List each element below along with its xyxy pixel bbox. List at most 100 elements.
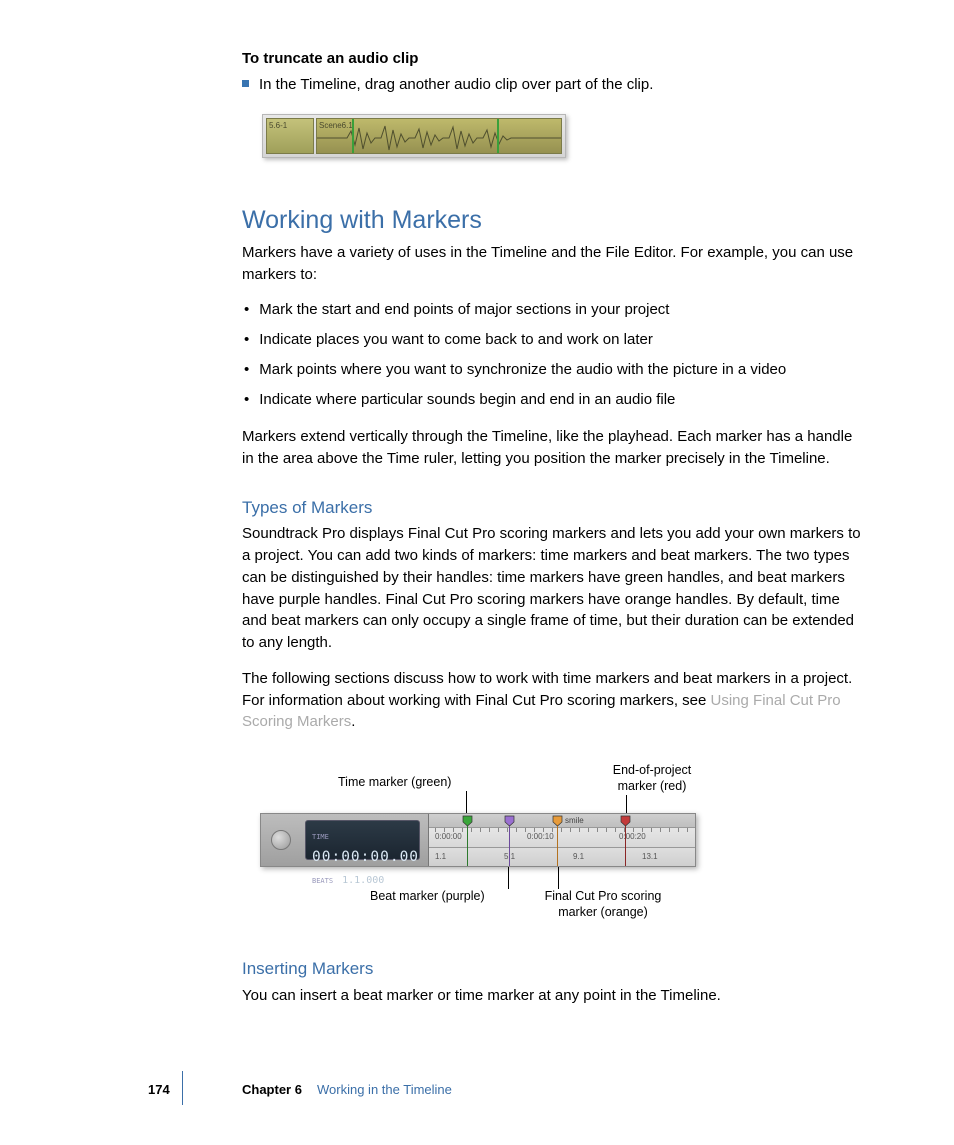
tick-mark-icon xyxy=(435,828,436,832)
truncate-bullet-row: In the Timeline, drag another audio clip… xyxy=(242,74,864,96)
tick-mark-icon xyxy=(516,828,517,832)
callout-line-icon xyxy=(508,867,509,889)
tick-mark-icon xyxy=(525,828,526,832)
marker-use-item: • Indicate places you want to come back t… xyxy=(242,329,864,351)
tick-mark-icon xyxy=(561,828,562,832)
inserting-heading: Inserting Markers xyxy=(242,957,864,982)
marker-inline-label: smile xyxy=(565,815,584,827)
tick-mark-icon xyxy=(444,828,445,832)
page-footer: 174 Chapter 6 Working in the Timeline xyxy=(0,1081,954,1103)
tick-mark-icon xyxy=(588,828,589,832)
audio-clip-b: Scene6.1 xyxy=(316,118,562,154)
tick-mark-icon xyxy=(552,828,553,832)
timeline-ruler: smile 0:00:000:00:100:00:20 1.15.19.113.… xyxy=(429,814,695,866)
types-following-2: . xyxy=(351,713,355,730)
tick-mark-icon xyxy=(507,828,508,832)
tick-mark-icon xyxy=(651,828,652,832)
callout-fcp-line2: marker (orange) xyxy=(558,905,648,919)
end-marker-icon xyxy=(620,815,631,826)
ruler-marker-row: smile xyxy=(429,814,695,828)
marker-use-text: Mark the start and end points of major s… xyxy=(259,299,669,321)
beat-tick-label: 1.1 xyxy=(435,851,446,863)
jog-knob-icon xyxy=(271,830,291,850)
tick-mark-icon xyxy=(660,828,661,832)
clip-green-line-icon xyxy=(352,119,354,153)
time-tick-label: 0:00:20 xyxy=(619,831,646,843)
tick-mark-icon xyxy=(678,828,679,832)
tick-mark-icon xyxy=(669,828,670,832)
callout-eop-line1: End-of-project xyxy=(613,763,692,777)
marker-use-text: Mark points where you want to synchroniz… xyxy=(259,359,786,381)
time-tick-label: 0:00:00 xyxy=(435,831,462,843)
truncate-bullet-text: In the Timeline, drag another audio clip… xyxy=(259,74,653,96)
marker-stem-icon xyxy=(467,826,468,866)
clip-a-label: 5.6-1 xyxy=(269,121,287,130)
tick-mark-icon xyxy=(543,828,544,832)
tick-mark-icon xyxy=(615,828,616,832)
bullet-dot-icon: • xyxy=(244,359,249,381)
fcp-marker-icon xyxy=(552,815,563,826)
tick-mark-icon xyxy=(570,828,571,832)
types-following: The following sections discuss how to wo… xyxy=(242,668,864,733)
lcd-beats-label: BEATS xyxy=(312,877,333,885)
tick-mark-icon xyxy=(489,828,490,832)
callout-fcp-line1: Final Cut Pro scoring xyxy=(545,889,662,903)
tick-mark-icon xyxy=(453,828,454,832)
callout-fcp-marker: Final Cut Pro scoring marker (orange) xyxy=(538,889,668,920)
callout-eop-line2: marker (red) xyxy=(618,779,687,793)
tick-mark-icon xyxy=(480,828,481,832)
timeline-left: TIME 00:00:00.00 BEATS 1.1.000 xyxy=(261,814,429,866)
bullet-dot-icon: • xyxy=(244,389,249,411)
timeline-lcd: TIME 00:00:00.00 BEATS 1.1.000 xyxy=(305,820,420,860)
inserting-body: You can insert a beat marker or time mar… xyxy=(242,985,864,1007)
marker-stem-icon xyxy=(557,826,558,866)
tick-mark-icon xyxy=(534,828,535,832)
beat-tick-label: 13.1 xyxy=(642,851,658,863)
footer-title: Working in the Timeline xyxy=(317,1081,452,1100)
lcd-time-value: 00:00:00.00 xyxy=(312,849,419,865)
types-body: Soundtrack Pro displays Final Cut Pro sc… xyxy=(242,523,864,654)
beat-marker-icon xyxy=(504,815,515,826)
callout-line-icon xyxy=(558,867,559,889)
audio-clip-figure: 5.6-1 Scene6.1 xyxy=(262,114,864,158)
audio-clip-a: 5.6-1 xyxy=(266,118,314,154)
tick-mark-icon xyxy=(687,828,688,832)
time-marker-icon xyxy=(462,815,473,826)
tick-mark-icon xyxy=(579,828,580,832)
audio-clip-box: 5.6-1 Scene6.1 xyxy=(262,114,566,158)
callout-time-marker: Time marker (green) xyxy=(338,775,451,791)
truncate-heading: To truncate an audio clip xyxy=(242,48,864,70)
time-tick-label: 0:00:10 xyxy=(527,831,554,843)
clip-green-line-icon xyxy=(497,119,499,153)
timeline-panel: TIME 00:00:00.00 BEATS 1.1.000 smile 0:0… xyxy=(260,813,696,867)
tick-mark-icon xyxy=(462,828,463,832)
tick-mark-icon xyxy=(633,828,634,832)
tick-mark-icon xyxy=(597,828,598,832)
markers-heading: Working with Markers xyxy=(242,202,864,238)
lcd-beats-value: 1.1.000 xyxy=(342,875,384,886)
timeline-figure: Time marker (green) End-of-project marke… xyxy=(238,761,864,931)
bullet-dot-icon: • xyxy=(244,329,249,351)
markers-extend: Markers extend vertically through the Ti… xyxy=(242,426,864,470)
footer-chapter: Chapter 6 xyxy=(242,1081,302,1100)
tick-mark-icon xyxy=(498,828,499,832)
tick-mark-icon xyxy=(642,828,643,832)
lcd-time-label: TIME xyxy=(312,833,329,841)
markers-intro: Markers have a variety of uses in the Ti… xyxy=(242,242,864,286)
ruler-beats-row: 1.15.19.113.1 xyxy=(429,848,695,866)
marker-stem-icon xyxy=(625,826,626,866)
beat-tick-label: 9.1 xyxy=(573,851,584,863)
marker-use-item: •Mark the start and end points of major … xyxy=(242,299,864,321)
callout-end-of-project: End-of-project marker (red) xyxy=(602,763,702,794)
tick-mark-icon xyxy=(606,828,607,832)
ruler-time-row: 0:00:00 0:00:10 0:00:20 xyxy=(429,828,695,848)
marker-use-item: • Mark points where you want to synchroni… xyxy=(242,359,864,381)
square-bullet-icon xyxy=(242,80,249,87)
callout-beat-marker: Beat marker (purple) xyxy=(370,889,485,905)
types-heading: Types of Markers xyxy=(242,496,864,521)
marker-use-text: Indicate where particular sounds begin a… xyxy=(259,389,675,411)
tick-mark-icon xyxy=(471,828,472,832)
marker-uses-list: • Mark the start and end points of major … xyxy=(242,299,864,410)
marker-use-text: Indicate places you want to come back to… xyxy=(259,329,653,351)
page-number: 174 xyxy=(148,1081,170,1100)
